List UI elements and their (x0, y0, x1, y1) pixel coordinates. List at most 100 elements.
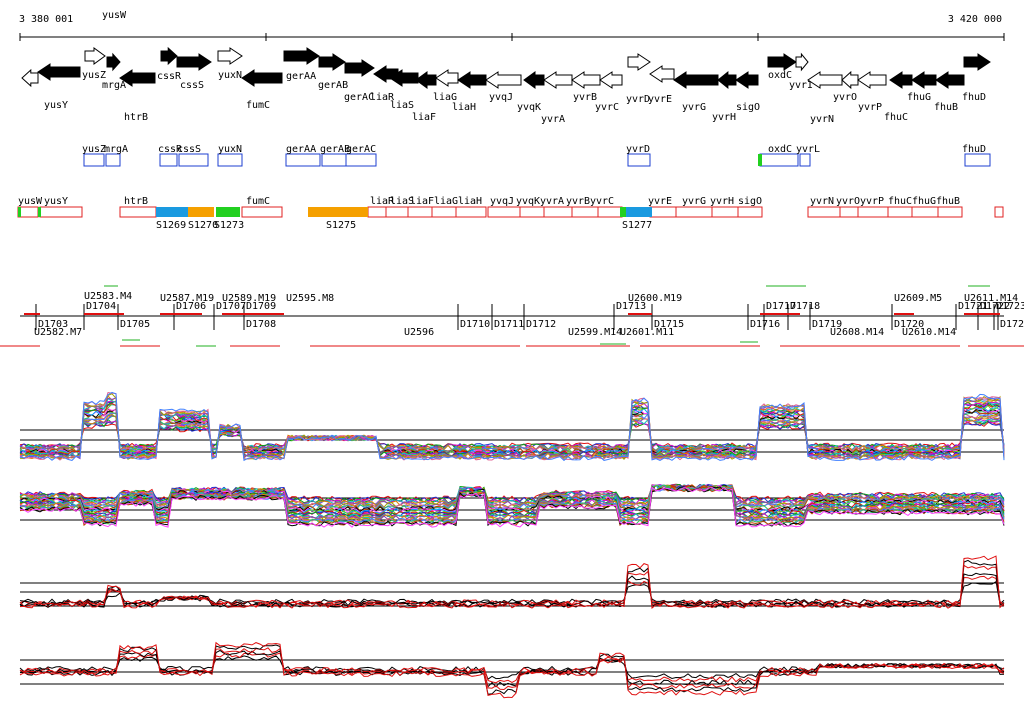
down-region-label-D1708: D1708 (246, 319, 276, 330)
operon-label-yvrB: yvrB (566, 196, 590, 207)
gene-label-yusY: yusY (44, 100, 68, 111)
gene-arrow-yuxN (217, 47, 243, 65)
operon-box-fhuG (911, 206, 939, 218)
operon-label-yvrC: yvrC (590, 196, 614, 207)
expression-panel-4 (19, 641, 1005, 699)
operon-box-yvrH (711, 206, 739, 218)
gene-mrgA: mrgA (102, 52, 126, 91)
operon-box-sigO (737, 206, 763, 218)
operon-box-yvrE (649, 206, 677, 218)
promoter-mrgA: mrgA (104, 144, 128, 167)
operon-label-yvrE: yvrE (648, 196, 672, 207)
down-region-label-D1720: D1720 (894, 319, 924, 330)
down-region-D1719: D1719 (809, 304, 842, 330)
down-region-D1721: D1721 (955, 301, 988, 330)
down-region-label-D1705: D1705 (120, 319, 150, 330)
promoter-box-yvrD (627, 153, 651, 167)
expression-series-line (19, 647, 1005, 691)
operon-label-sigO: sigO (738, 196, 762, 207)
promoter-box-yuxN (217, 153, 243, 167)
promoter-box-gerAB (321, 153, 347, 167)
promoter-yuxN: yuxN (217, 144, 243, 167)
gene-label-liaF: liaF (412, 112, 436, 123)
gene-liaR: liaR (370, 65, 399, 103)
expression-series-line (19, 486, 1005, 528)
segment-label-S1270: S1270 (188, 220, 218, 231)
gene-yvrN: yvrN (807, 71, 843, 125)
down-region-label-D1721: D1721 (958, 301, 988, 312)
gene-label-yvrN: yvrN (810, 114, 834, 125)
operon-box-edge (994, 206, 1004, 218)
expression-series-line (19, 418, 1005, 451)
operon-label-fhuG: fhuG (912, 196, 936, 207)
expression-series-line (19, 486, 1005, 525)
gene-yvqJ: yvqJ (485, 71, 522, 103)
down-region-label-D1704: D1704 (86, 301, 116, 312)
promoter-yvrD: yvrD (626, 144, 651, 167)
gene-arrow-gerAC (344, 59, 375, 77)
operon-fhuC: fhuC (887, 196, 913, 218)
operon-box-fumC (241, 206, 283, 218)
promoter-box-yusZ (83, 153, 105, 167)
gene-yvrE: yvrE (648, 65, 675, 105)
operon-yvrO: yvrO (836, 196, 860, 218)
operon-yvrE: yvrE (648, 196, 677, 218)
down-region-label-D1707: D1707 (216, 301, 246, 312)
up-region-label-U2609.M5: U2609.M5 (894, 293, 942, 304)
gene-label-mrgA: mrgA (102, 80, 126, 91)
up-region-label-U2611.M14: U2611.M14 (964, 293, 1018, 304)
gene-label-yvrO: yvrO (833, 92, 857, 103)
segment-bar-S1270 (188, 207, 214, 217)
promoter-label-yvrD: yvrD (626, 144, 650, 155)
operon-box-fhuC (887, 206, 913, 218)
expression-series-line (19, 397, 1005, 460)
up-region-U2587.M19: U2587.M19 (160, 293, 214, 304)
down-region-D1710: D1710 (457, 304, 490, 330)
up-region-label-U2600.M19: U2600.M19 (628, 293, 682, 304)
gene-label-yvqJ: yvqJ (489, 92, 513, 103)
gene-arrow-oxdC (767, 53, 797, 71)
gene-yvrC: yvrC (595, 71, 623, 113)
operon-box-liaH (455, 206, 487, 218)
up-region-U2582.M7: U2582.M7 (34, 327, 82, 338)
up-region-U2596: U2596 (404, 327, 434, 338)
gene-arrow-cssS (176, 53, 212, 71)
gene-arrow-yvrB (571, 71, 601, 89)
segment-edge-green (620, 207, 626, 217)
gene-fumC: fumC (241, 69, 283, 111)
gene-arrow-gerAA (283, 47, 320, 65)
gene-yvrO: yvrO (833, 70, 859, 103)
gene-label-yvrI: yvrI (789, 80, 813, 91)
gene-arrow-fhuB (935, 71, 965, 89)
down-region-label-D1722: D1722 (980, 301, 1010, 312)
up-region-U2611.M14: U2611.M14 (964, 293, 1018, 304)
operon-label-liaR: liaR (370, 196, 395, 207)
operon-htrB: htrB (119, 196, 157, 218)
gene-arrow-fhuG (911, 71, 937, 89)
promoter-box-yvrL (799, 153, 811, 167)
down-region-label-D1724: D1724 (1000, 319, 1024, 330)
gene-oxdC: oxdC (767, 53, 797, 81)
operon-liaF: liaF (407, 196, 434, 218)
promoter-box-cssS (178, 153, 209, 167)
down-region-D1718: D1718 (787, 301, 820, 330)
up-region-U2595.M8: U2595.M8 (286, 293, 334, 304)
operon-box-liaF (407, 206, 433, 218)
gene-arrow-fhuD (963, 53, 991, 71)
promoter-label-yvrL: yvrL (796, 144, 820, 155)
promoter-cssS: cssS (177, 144, 209, 167)
down-region-label-D1713: D1713 (616, 301, 646, 312)
promoter-box-cssR (159, 153, 178, 167)
gene-fhuG: fhuG (907, 71, 937, 103)
gene-arrow-liaF (415, 71, 437, 89)
promoter-cssR: cssR (158, 144, 183, 167)
down-region-label-D1717: D1717 (766, 301, 796, 312)
expression-series-line (19, 391, 1005, 462)
gene-gerAC: gerAC (344, 59, 375, 103)
gene-label-yusW: yusW (102, 10, 127, 21)
down-region-D1723: D1723 (993, 301, 1024, 330)
gene-yusZ: yusZ (82, 47, 106, 81)
expression-panel-1 (19, 391, 1005, 462)
promoter-label-fhuD: fhuD (962, 144, 986, 155)
down-region-D1722: D1722 (977, 301, 1010, 330)
